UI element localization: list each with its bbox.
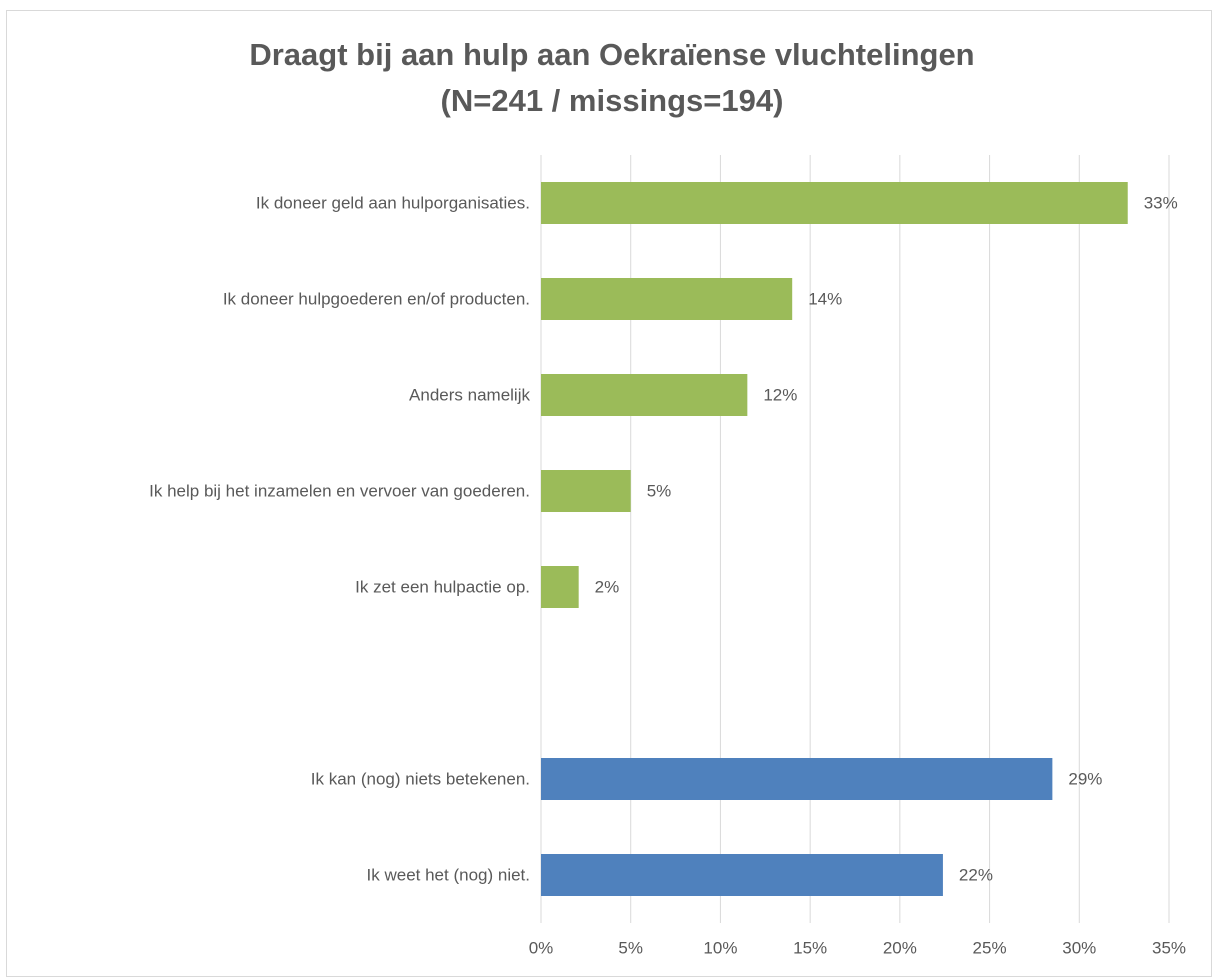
x-tick-label: 25% <box>973 938 1007 957</box>
bar <box>541 278 793 320</box>
y-tick-label: Ik doneer geld aan hulporganisaties. <box>256 193 530 212</box>
x-tick-label: 10% <box>703 938 737 957</box>
bar <box>541 374 748 416</box>
data-label: 29% <box>1068 769 1102 788</box>
chart-subtitle: (N=241 / missings=194) <box>441 83 784 118</box>
y-tick-label: Ik help bij het inzamelen en vervoer van… <box>149 481 530 500</box>
y-tick-label: Anders namelijk <box>409 385 530 404</box>
x-tick-label: 35% <box>1152 938 1186 957</box>
y-tick-label: Ik zet een hulpactie op. <box>355 577 530 596</box>
bar <box>541 566 579 608</box>
y-tick-label: Ik kan (nog) niets betekenen. <box>311 769 530 788</box>
y-tick-label: Ik doneer hulpgoederen en/of producten. <box>223 289 530 308</box>
y-tick-label: Ik weet het (nog) niet. <box>367 865 530 884</box>
data-label: 2% <box>595 577 620 596</box>
x-tick-label: 5% <box>618 938 643 957</box>
x-tick-label: 30% <box>1062 938 1096 957</box>
data-label: 5% <box>647 481 672 500</box>
x-tick-label: 0% <box>529 938 554 957</box>
x-tick-label: 20% <box>883 938 917 957</box>
chart-title: Draagt bij aan hulp aan Oekraïense vluch… <box>249 37 974 72</box>
bar <box>541 182 1128 224</box>
data-label: 12% <box>763 385 797 404</box>
data-label: 22% <box>959 865 993 884</box>
bar <box>541 470 631 512</box>
bar <box>541 758 1053 800</box>
data-label: 14% <box>808 289 842 308</box>
bar <box>541 854 943 896</box>
x-tick-label: 15% <box>793 938 827 957</box>
data-label: 33% <box>1144 193 1178 212</box>
